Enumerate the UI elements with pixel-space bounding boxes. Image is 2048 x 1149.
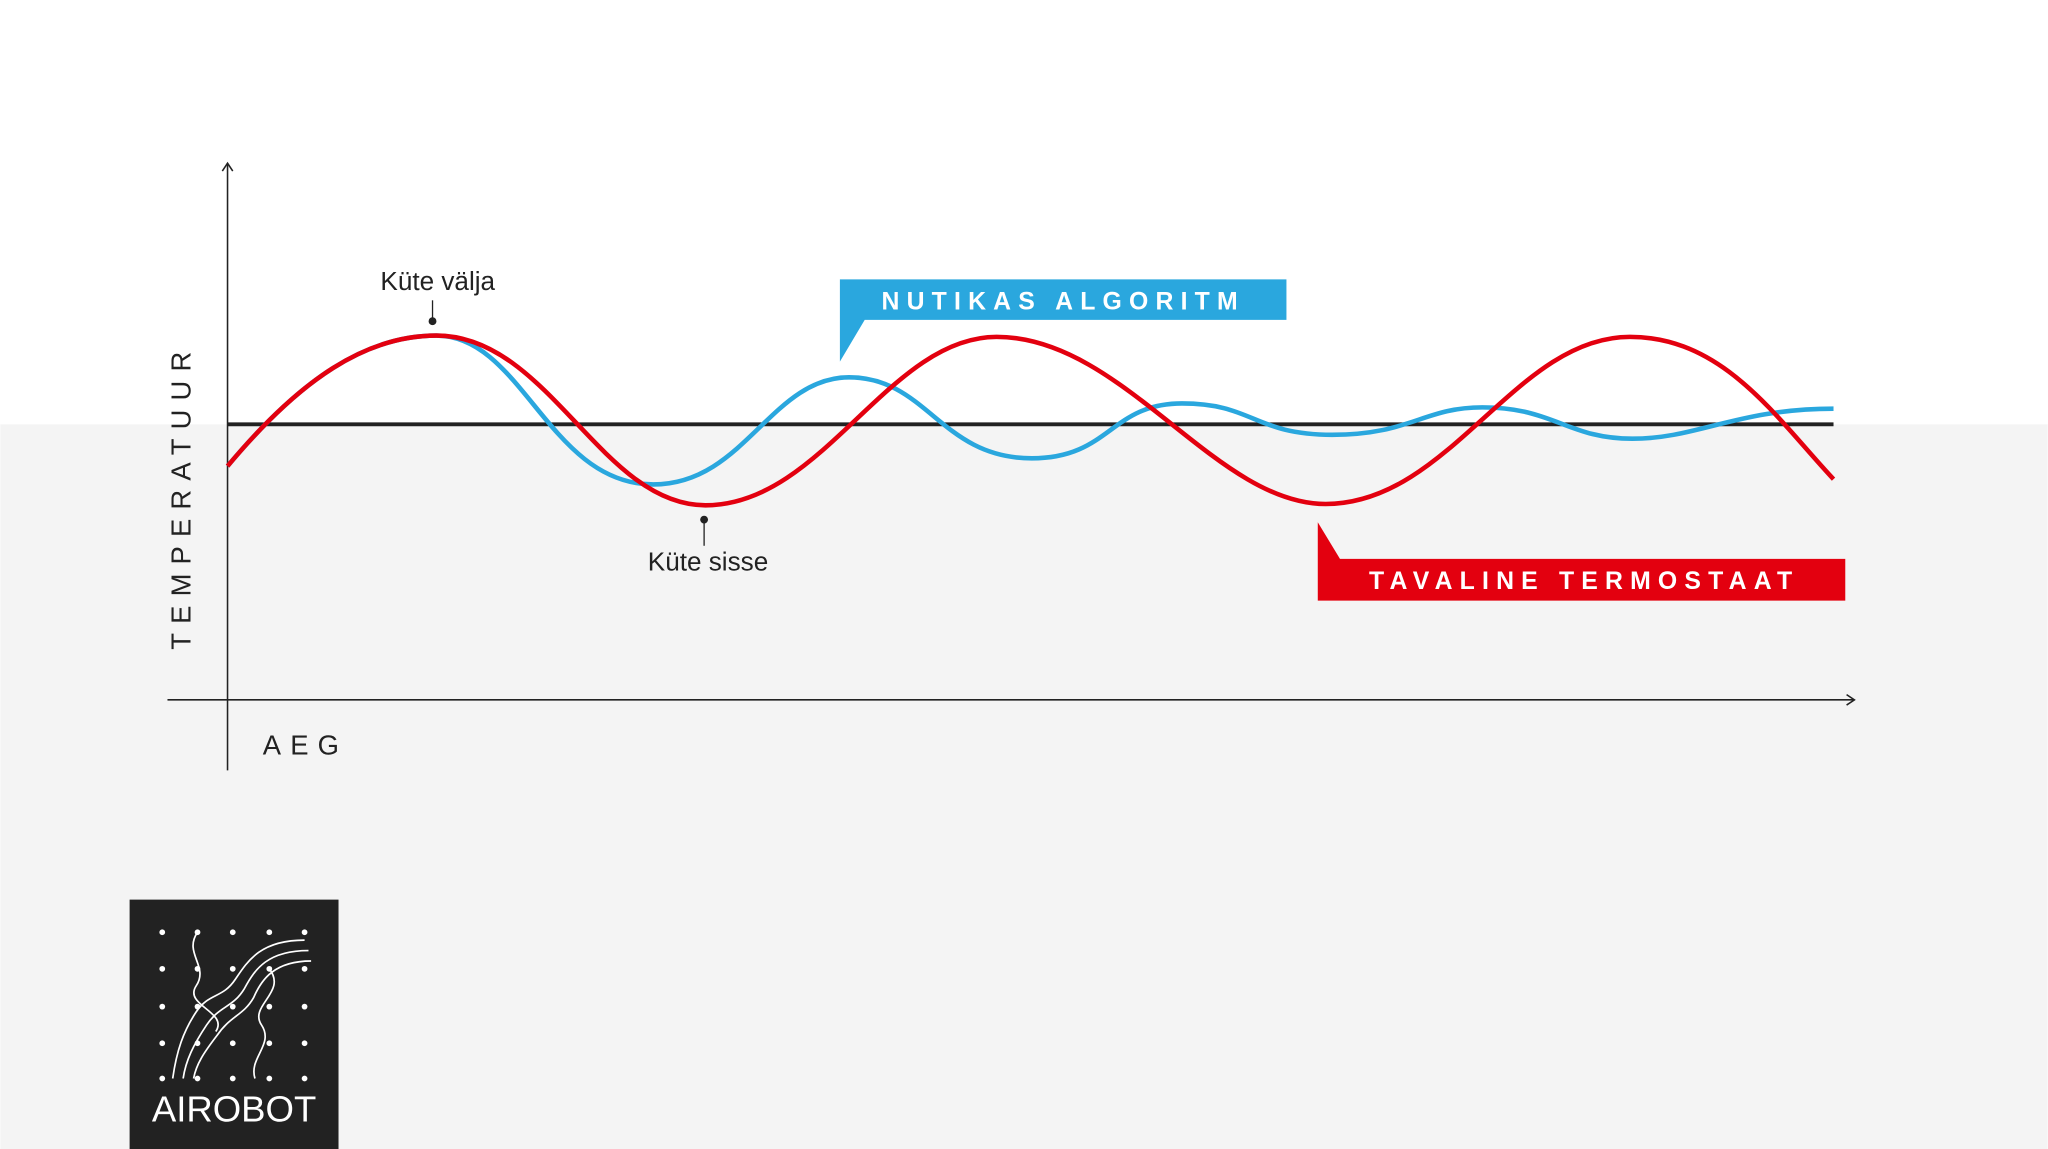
top-background: [0, 0, 2048, 425]
annotation: Küte välja: [380, 266, 495, 296]
regular-label: TAVALINE TERMOSTAAT: [1369, 568, 1799, 595]
smart-label-box: [839, 279, 1287, 362]
x-axis-arrow: [1846, 693, 1856, 706]
logo: AIROBOT: [129, 899, 339, 1149]
x-axis-label: AEG: [263, 730, 348, 761]
annotation-dot: [428, 317, 437, 326]
logo-background: [129, 899, 339, 1149]
regular-curve: [225, 333, 1836, 508]
regular-label-box: [1317, 522, 1846, 601]
logo-lines: [171, 931, 312, 1079]
y-axis-label: TEMPERATUUR: [165, 343, 196, 650]
bottom-background: [0, 424, 2048, 1149]
logo-dots: [159, 929, 308, 1082]
y-axis-arrow: [221, 161, 234, 172]
smart-label: NUTIKAS ALGORITM: [882, 288, 1245, 315]
logo-text: AIROBOT: [152, 1089, 316, 1130]
annotation-dot: [700, 515, 709, 524]
annotation: Küte sisse: [648, 547, 768, 577]
smart-curve: [225, 333, 1834, 487]
